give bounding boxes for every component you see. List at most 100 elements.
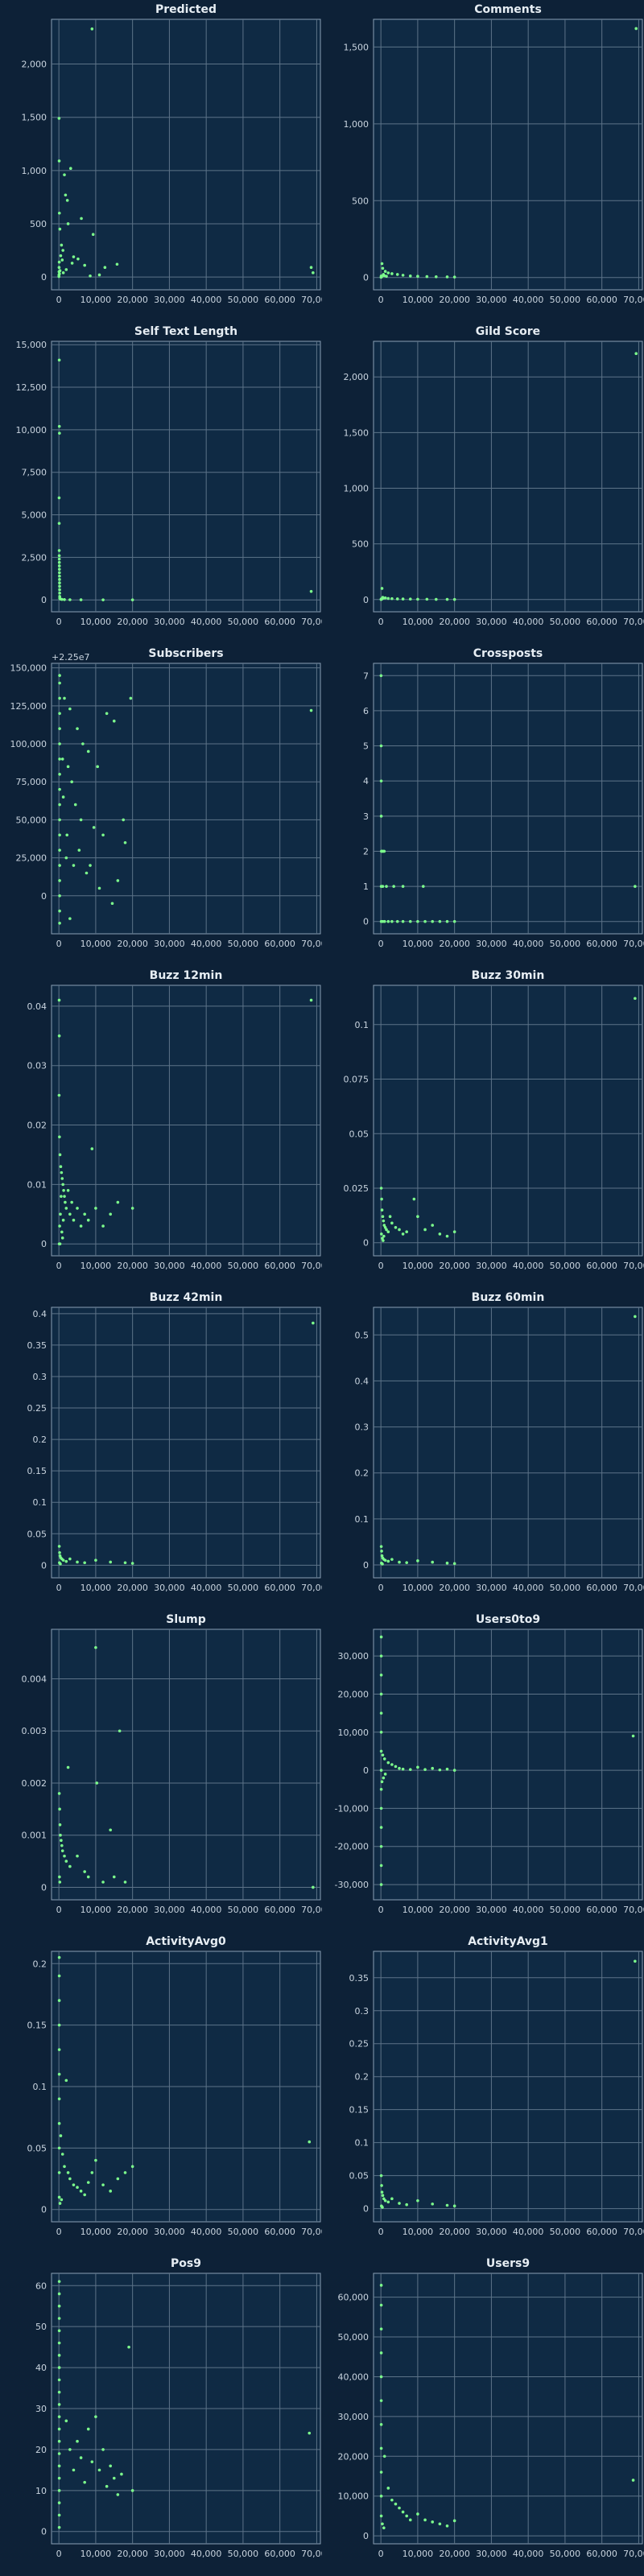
data-point [421, 885, 425, 888]
data-point [408, 919, 412, 923]
x-tick-label: 70,000 [301, 2549, 322, 2559]
data-point [416, 2512, 419, 2516]
data-point [80, 217, 83, 221]
y-tick-label: 0 [363, 1765, 369, 1776]
scatter-panel: ActivityAvg0 0 10,000 20,000 30,000 40,000 50,… [0, 1932, 323, 2254]
data-point [70, 262, 74, 265]
plot-area [373, 985, 643, 1257]
scatter-panel: Buzz 60min 0 10,000 20,000 30,000 40,000 50,00… [322, 1288, 644, 1610]
data-point [445, 275, 449, 279]
data-point [379, 1654, 383, 1657]
data-point [65, 199, 69, 202]
y-tick-label: 30,000 [338, 2412, 369, 2422]
y-tick-label: 1,500 [344, 427, 369, 438]
data-point [58, 1550, 61, 1554]
x-tick-label: 10,000 [80, 617, 112, 627]
y-tick-label: 0.002 [22, 1778, 47, 1789]
x-tick-label: 50,000 [550, 1583, 581, 1593]
data-point [382, 1234, 386, 1238]
y-tick-label: 0 [363, 2204, 369, 2215]
data-point [379, 2399, 383, 2402]
data-point [382, 1224, 386, 1227]
y-tick-label: 0 [363, 595, 369, 605]
x-tick-label: 10,000 [402, 2549, 434, 2559]
data-point [86, 749, 90, 753]
y-tick-label: 0.1 [33, 2082, 47, 2092]
y-tick-label: 12,500 [16, 382, 47, 393]
x-tick-label: 40,000 [513, 1905, 544, 1915]
data-point [408, 1768, 412, 1771]
data-point [58, 1153, 62, 1157]
x-tick-label: 50,000 [550, 939, 581, 949]
scatter-chart: Buzz 60min 0 10,000 20,000 30,000 40,000 50,00… [355, 1291, 644, 1593]
x-tick-label: 0 [378, 2549, 384, 2559]
x-tick-label: 10,000 [80, 1905, 112, 1915]
y-tick-label: 60,000 [338, 2293, 369, 2303]
data-point [61, 1218, 65, 1222]
data-point [57, 2304, 61, 2308]
data-point [68, 1864, 72, 1868]
y-tick-label: 0.15 [27, 1466, 47, 1476]
plot-area [373, 19, 643, 291]
x-tick-label: 30,000 [476, 2227, 507, 2237]
data-point [380, 2184, 383, 2187]
data-point [382, 1776, 386, 1780]
y-tick-label: 0.001 [22, 1831, 47, 1841]
data-point [57, 557, 61, 561]
x-tick-label: 70,000 [301, 295, 322, 305]
data-point [58, 696, 61, 700]
data-point [423, 919, 427, 923]
data-point [60, 2153, 64, 2156]
y-tick-label: 3 [363, 811, 369, 822]
data-point [390, 597, 394, 601]
y-tick-label: 30,000 [338, 1651, 369, 1662]
data-point [379, 1787, 383, 1791]
data-point [312, 1321, 315, 1325]
data-point [634, 352, 638, 356]
data-point [58, 571, 61, 575]
data-point [57, 2390, 61, 2394]
data-point [58, 833, 61, 837]
x-tick-label: 20,000 [117, 1261, 148, 1271]
data-point [123, 2171, 127, 2174]
data-point [394, 1765, 398, 1769]
data-point [380, 1232, 383, 1236]
data-point [379, 1864, 383, 1868]
data-point [57, 2501, 61, 2504]
chart-title: Predicted [155, 3, 217, 16]
x-tick-label: 50,000 [550, 2227, 581, 2237]
data-point [116, 2177, 120, 2181]
data-point [58, 803, 61, 807]
x-tick-label: 30,000 [476, 1261, 507, 1271]
chart-title: ActivityAvg0 [146, 1935, 226, 1948]
y-tick-label: 10,000 [338, 2491, 369, 2502]
data-point [57, 2439, 61, 2443]
data-point [72, 1218, 76, 1222]
data-point [380, 262, 384, 266]
y-tick-label: 0.03 [27, 1061, 47, 1071]
data-point [116, 1200, 120, 1204]
scatter-chart: Crossposts 0 10,000 20,000 30,000 40,000 50,00… [363, 647, 644, 949]
data-point [445, 1234, 449, 1238]
x-tick-label: 20,000 [439, 295, 470, 305]
y-tick-label: 0.2 [33, 1435, 47, 1445]
data-point [58, 1135, 61, 1139]
data-point [383, 1773, 387, 1776]
y-tick-label: 0.35 [27, 1340, 47, 1351]
data-point [379, 1730, 383, 1734]
data-point [68, 707, 72, 711]
x-tick-label: 60,000 [264, 1261, 295, 1271]
x-tick-label: 30,000 [476, 295, 507, 305]
plot-area [51, 1307, 321, 1579]
data-point [57, 2280, 61, 2283]
x-tick-label: 40,000 [513, 1261, 544, 1271]
data-point [66, 1765, 70, 1769]
data-point [379, 2303, 383, 2307]
data-point [309, 266, 313, 270]
y-tick-label: 0 [41, 2205, 47, 2215]
scatter-chart: Pos9 0 10,000 20,000 30,000 40,000 50,000 60,00… [35, 2257, 322, 2559]
data-point [58, 772, 61, 776]
data-point [83, 1870, 86, 1873]
data-point [634, 997, 637, 1001]
